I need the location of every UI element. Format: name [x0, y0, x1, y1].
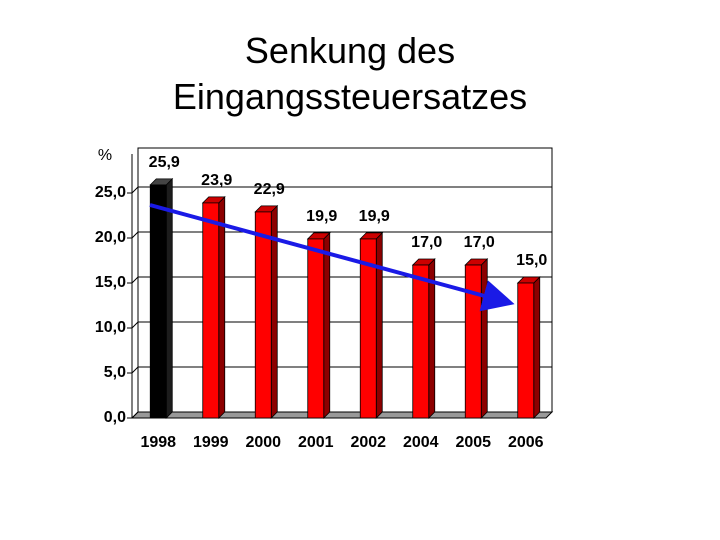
y-tick-label: 10,0 — [95, 319, 126, 336]
x-tick-label: 1998 — [140, 434, 176, 451]
y-tick-label: 25,0 — [95, 184, 126, 201]
x-tick-label: 2002 — [350, 434, 386, 451]
bar-side — [323, 231, 331, 419]
plot-floor — [130, 411, 554, 419]
y-tick-label: 20,0 — [95, 229, 126, 246]
bar — [517, 282, 535, 419]
x-tick-label: 2005 — [455, 434, 491, 451]
value-label: 17,0 — [411, 234, 442, 251]
bar — [359, 238, 377, 419]
value-label: 23,9 — [201, 172, 232, 189]
bar — [254, 211, 272, 419]
plot-wall — [137, 147, 553, 413]
y-axis-label: % — [98, 147, 112, 164]
bar — [412, 264, 430, 419]
y-tick-label: 15,0 — [95, 274, 126, 291]
value-label: 17,0 — [464, 234, 495, 251]
bar-side — [375, 231, 383, 419]
y-tick-label: 0,0 — [104, 409, 126, 426]
chart-title: Senkung des Eingangssteuersatzes — [172, 30, 528, 117]
value-label: 22,9 — [254, 181, 285, 198]
bar-side — [165, 177, 173, 419]
bar — [149, 184, 167, 419]
grid-line — [131, 231, 552, 239]
x-tick-label: 2004 — [403, 434, 439, 451]
value-label: 15,0 — [516, 252, 547, 269]
value-label: 19,9 — [306, 208, 337, 225]
y-tick-label: 5,0 — [104, 364, 126, 381]
bar-side — [533, 276, 541, 419]
trend-arrow — [149, 203, 515, 312]
value-label: 19,9 — [359, 208, 390, 225]
x-tick-label: 2006 — [508, 434, 544, 451]
bar — [464, 264, 482, 419]
bar-side — [218, 195, 226, 419]
value-label: 25,9 — [149, 154, 180, 171]
x-tick-label: 2001 — [298, 434, 334, 451]
bar — [307, 238, 325, 419]
x-tick-label: 2000 — [245, 434, 281, 451]
bar-side — [480, 258, 488, 419]
x-tick-label: 1999 — [193, 434, 229, 451]
grid-line — [131, 186, 552, 194]
bar — [202, 202, 220, 419]
